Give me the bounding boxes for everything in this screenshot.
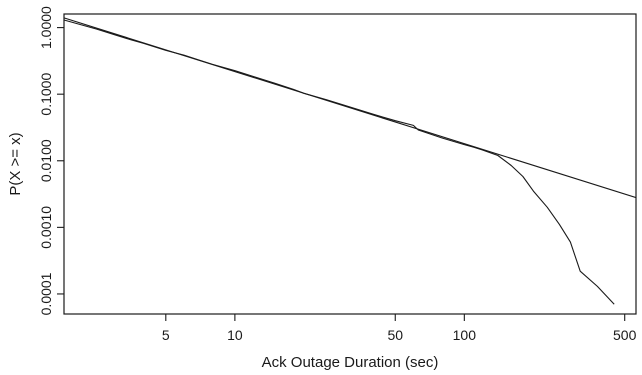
plot-frame (63, 13, 637, 315)
y-axis: 1.0000 0.1000 0.0100 0.0010 0.0001 (38, 6, 64, 315)
x-axis-title: Ack Outage Duration (sec) (262, 354, 439, 371)
y-tick-label: 0.0100 (38, 139, 54, 182)
y-tick-label: 0.1000 (38, 73, 54, 116)
power-law-fit-line (63, 17, 637, 199)
x-tick-label: 5 (162, 327, 170, 343)
series-layer (63, 17, 637, 305)
y-axis-title: P(X >= x) (7, 132, 24, 195)
y-tick-label: 0.0001 (38, 272, 54, 315)
x-tick-label: 10 (227, 327, 243, 343)
x-tick-label: 500 (613, 327, 637, 343)
x-tick-label: 50 (387, 327, 403, 343)
empirical-ccdf-line (63, 19, 615, 305)
y-tick-label: 0.0010 (38, 206, 54, 249)
y-tick-label: 1.0000 (38, 6, 54, 49)
x-axis: 5 10 50 100 500 (162, 314, 637, 343)
x-tick-label: 100 (453, 327, 477, 343)
